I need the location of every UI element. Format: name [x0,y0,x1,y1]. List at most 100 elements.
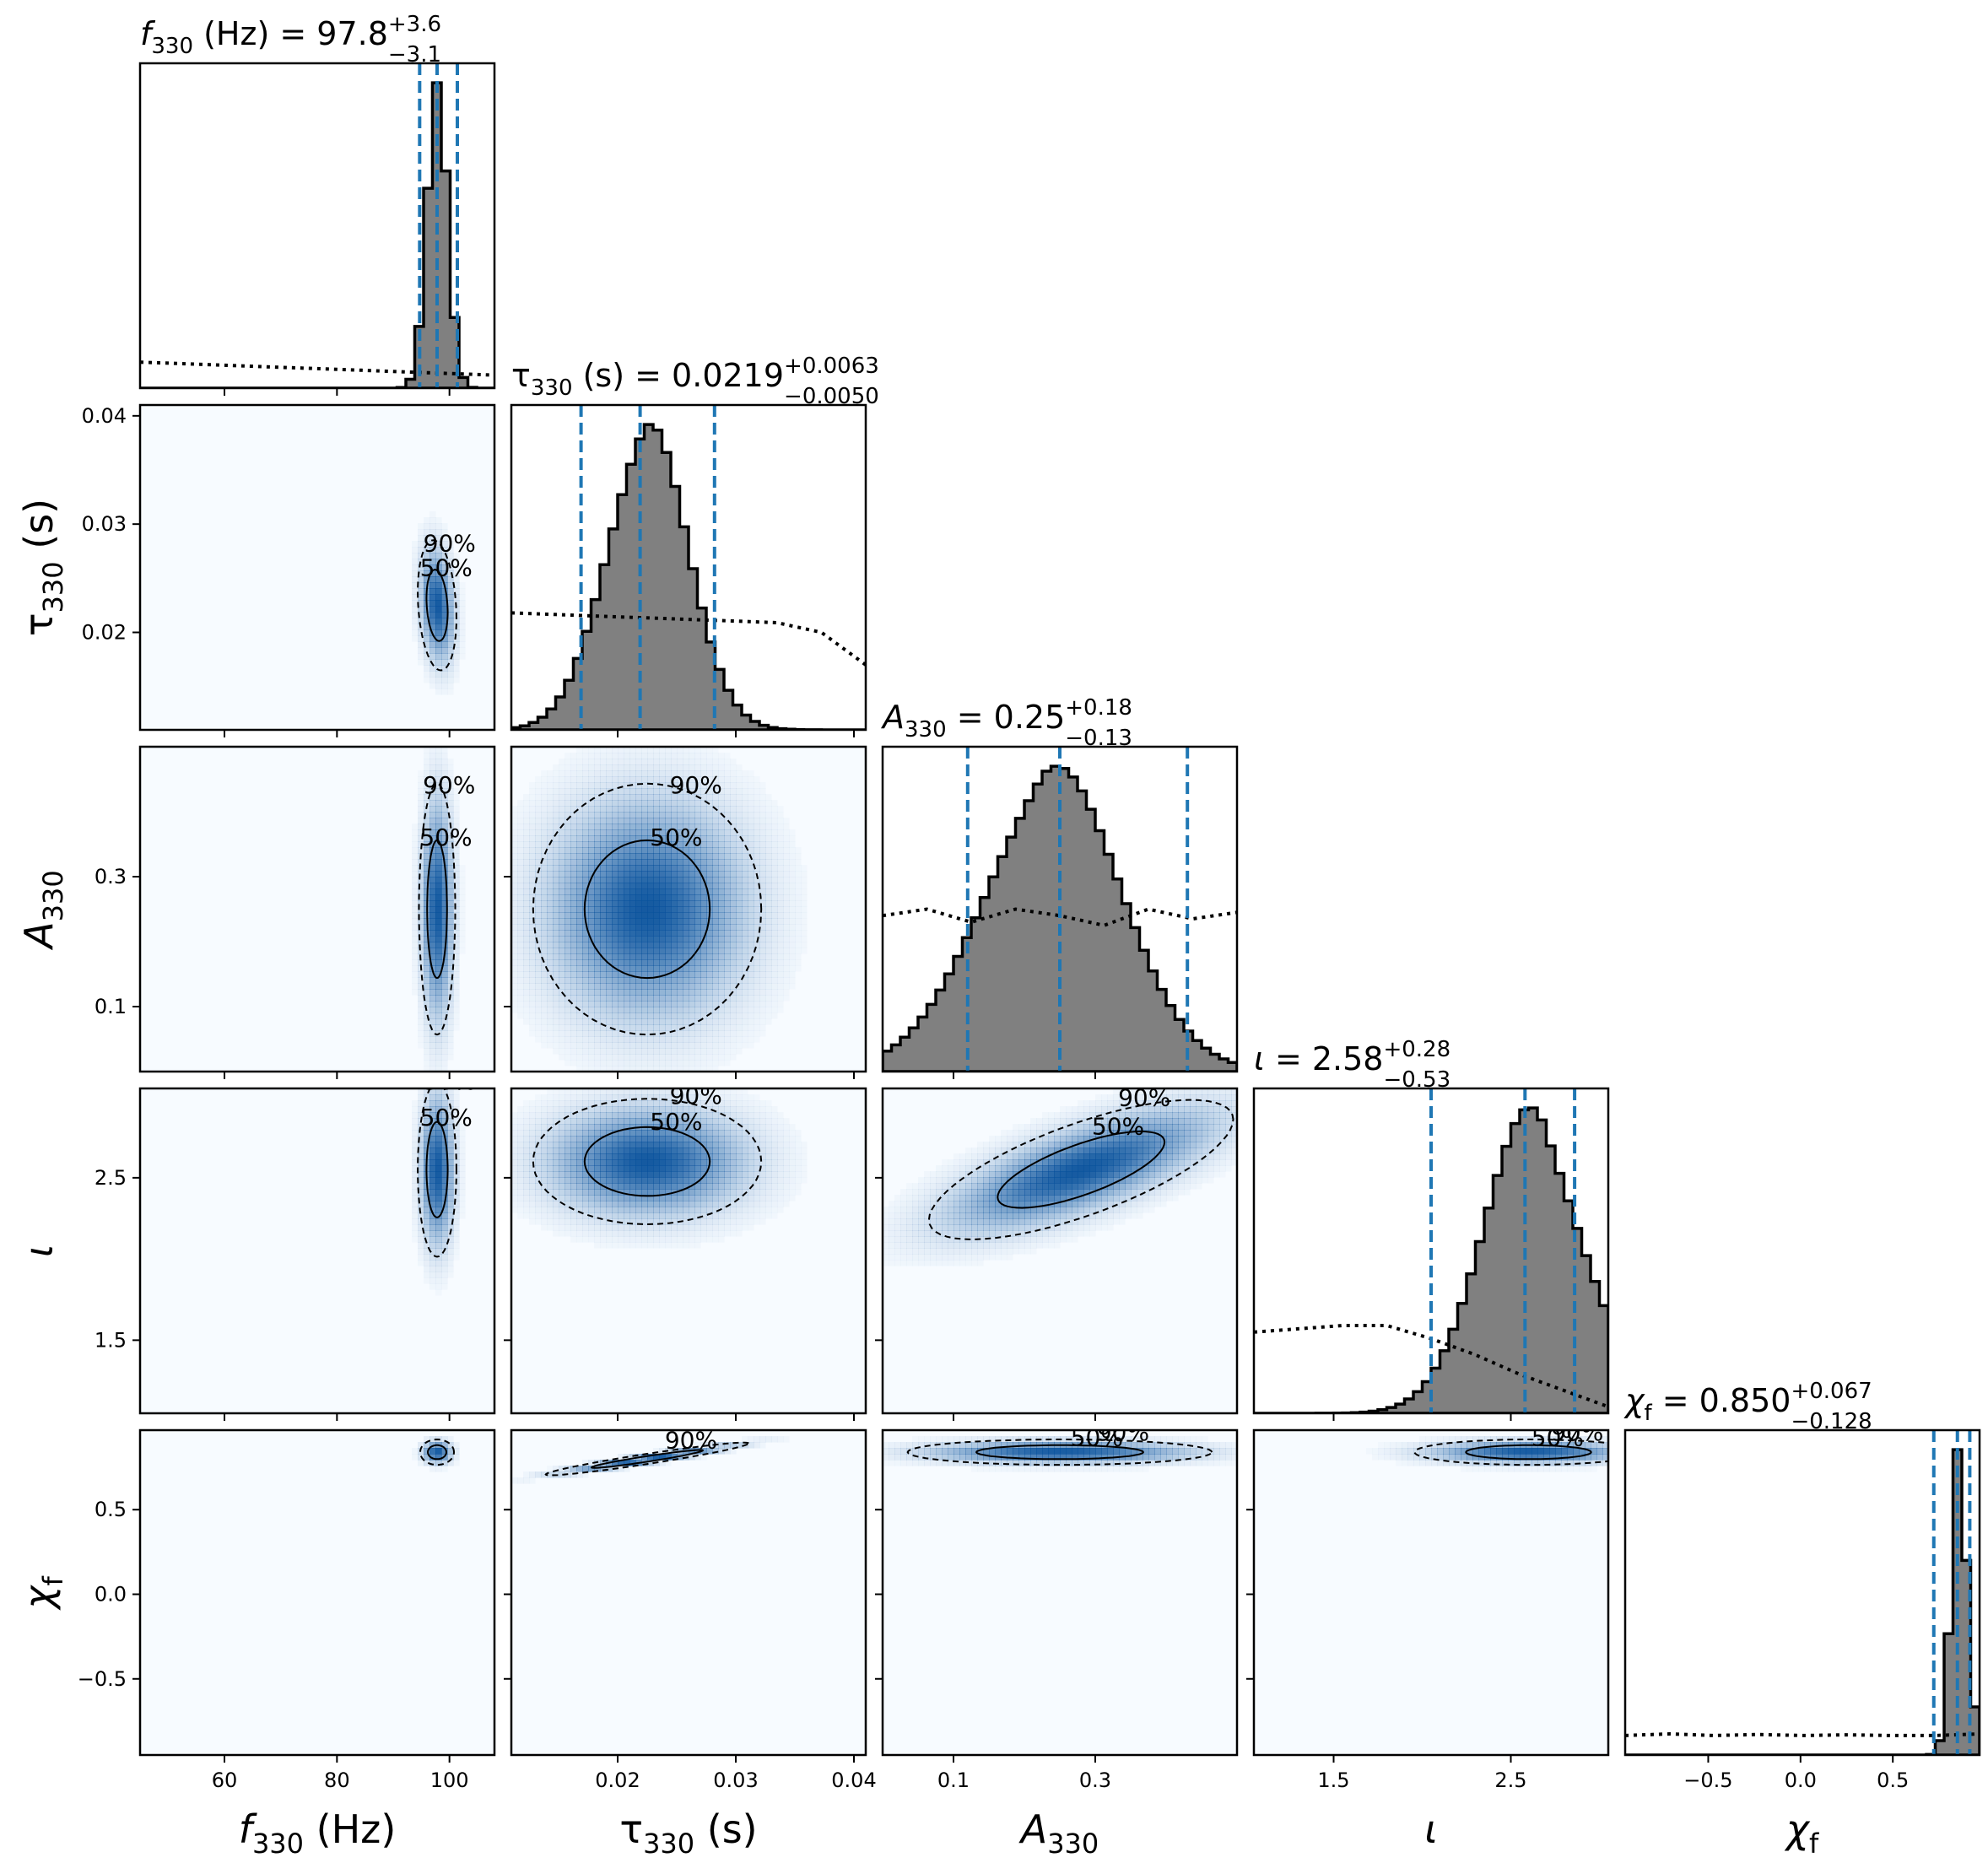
density-cell [683,782,689,789]
density-cell [730,770,737,777]
density-cell [671,983,678,990]
density-cell [748,1100,754,1107]
density-cell [418,865,424,872]
density-cell [629,1230,636,1237]
density-cell [671,930,678,937]
density-cell [641,1148,648,1154]
contour-label: 90% [424,530,476,558]
density-cell [712,871,719,878]
density-cell [424,677,430,683]
density-cell [736,1212,743,1219]
density-cell [629,824,636,830]
density-cell [771,1177,778,1184]
density-cell [570,959,577,966]
density-cell [1018,1218,1025,1225]
density-cell [777,883,784,889]
contour-label: 90% [423,771,475,799]
density-cell [689,936,695,942]
density-cell [435,1153,442,1160]
density-cell [647,918,654,925]
density-cell [677,1165,683,1172]
density-cell [989,1159,996,1166]
density-cell [429,800,436,807]
density-cell [447,576,454,583]
density-cell [618,1030,624,1037]
density-cell [582,841,589,848]
density-cell [912,1242,919,1249]
density-cell [429,812,436,818]
density-cell [653,824,660,830]
density-cell [665,1036,672,1043]
density-cell [1036,1142,1043,1148]
density-cell [1036,1189,1043,1196]
density-cell [930,1171,937,1178]
density-cell [547,835,554,842]
density-cell [694,995,701,1002]
density-cell [801,1142,808,1148]
density-cell [1036,1183,1043,1190]
density-cell [541,871,548,878]
density-cell [565,1130,571,1137]
density-cell [959,1159,966,1166]
density-cell [582,1012,589,1019]
density-cell [629,800,636,807]
density-cell [559,942,565,948]
density-cell [989,1195,996,1202]
density-cell [424,1112,430,1119]
density-cell [706,1042,713,1049]
density-cell [424,1260,430,1266]
density-cell [694,936,701,942]
density-cell [965,1159,972,1166]
density-cell [689,894,695,901]
density-cell [683,1171,689,1178]
density-cell [565,1112,571,1119]
density-cell [647,977,654,984]
density-cell [435,641,442,648]
density-cell [570,1118,577,1125]
density-cell [553,918,559,925]
density-cell [600,894,607,901]
density-cell [424,1130,430,1137]
density-cell [606,1007,613,1013]
density-cell [553,965,559,972]
density-cell [683,1224,689,1231]
density-cell [618,1118,624,1125]
density-cell [718,1212,725,1219]
density-cell [612,930,619,937]
density-cell [742,770,748,777]
density-cell [529,794,536,801]
density-cell [418,588,424,595]
density-cell [424,612,430,618]
density-cell [418,942,424,948]
density-cell [418,535,424,542]
density-cell [435,665,442,672]
density-cell [418,1018,424,1025]
density-cell [694,888,701,895]
density-cell [712,936,719,942]
density-cell [665,788,672,795]
density-cell [730,1195,737,1202]
density-cell [418,847,424,854]
density-cell [683,953,689,960]
density-cell [612,1183,619,1190]
density-cell [570,995,577,1002]
density-cell [754,818,760,824]
density-cell [683,1153,689,1160]
density-cell [665,1048,672,1055]
density-cell [700,977,707,984]
density-cell [677,824,683,830]
density-cell [724,829,731,836]
density-cell [453,1212,460,1219]
density-cell [659,871,666,878]
density-cell [795,865,802,872]
density-cell [588,782,595,789]
density-cell [712,1112,719,1119]
density-cell [1007,1153,1013,1160]
density-cell [700,794,707,801]
density-cell [435,983,442,990]
density-cell [612,971,619,978]
density-cell [582,788,589,795]
density-cell [618,764,624,771]
density-cell [547,1212,554,1219]
density-cell [959,1248,966,1255]
